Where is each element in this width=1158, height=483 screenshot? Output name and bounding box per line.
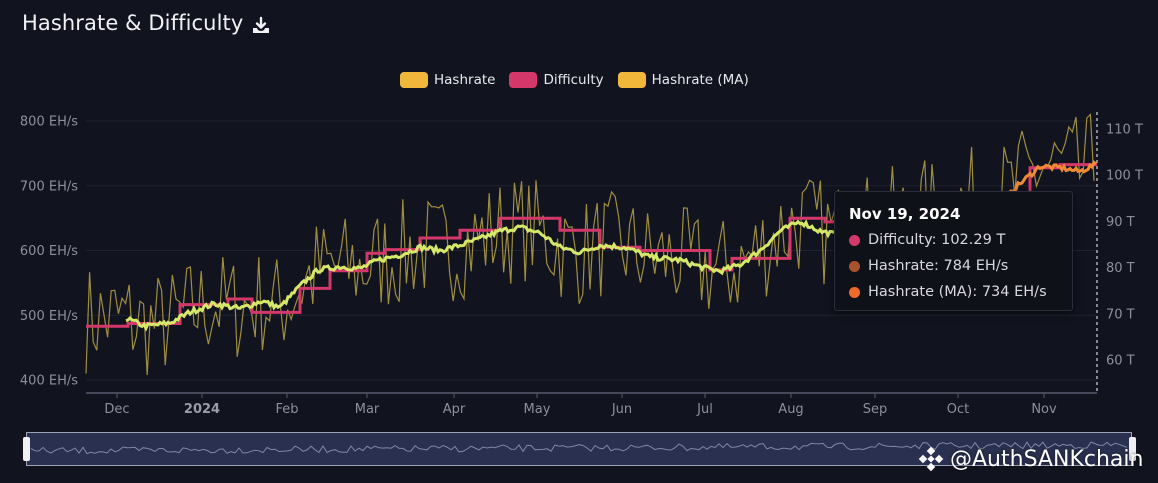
watermark-text: @AuthSANKchain xyxy=(950,446,1144,472)
hashrate-line xyxy=(85,113,1095,376)
hashrate-ma-dot-icon xyxy=(849,286,860,298)
x-tick-label: Jun xyxy=(611,402,632,417)
legend-label: Hashrate xyxy=(434,72,496,88)
hashrate-ma-line xyxy=(125,219,835,332)
x-tick-label: Jul xyxy=(696,402,713,417)
y-right-tick-label: 80 T xyxy=(1106,261,1135,276)
y-right-tick-label: 100 T xyxy=(1106,169,1143,184)
tooltip-value: Hashrate (MA): 734 EH/s xyxy=(868,284,1047,300)
navigator-sparkline xyxy=(30,441,1128,455)
binance-logo-icon xyxy=(918,446,944,472)
y-left-tick-label: 500 EH/s xyxy=(20,309,78,324)
legend-swatch xyxy=(617,72,646,88)
x-tick-label: Dec xyxy=(104,402,129,417)
y-right-tick-label: 110 T xyxy=(1106,123,1143,138)
legend-item-hashrate[interactable]: Hashrate xyxy=(400,72,495,88)
tooltip-value: Difficulty: 102.29 T xyxy=(868,232,1006,248)
y-left-tick-label: 800 EH/s xyxy=(20,115,78,130)
difficulty-dot-icon xyxy=(849,234,860,246)
tooltip-row-hashrate-ma: Hashrate (MA): 734 EH/s xyxy=(849,284,1047,300)
navigator-left-handle[interactable] xyxy=(23,437,30,461)
y-right-tick-label: 60 T xyxy=(1106,354,1135,369)
y-left-tick-label: 400 EH/s xyxy=(20,374,78,389)
hashrate-ma-line-highlight xyxy=(1008,160,1097,196)
tooltip-row-hashrate: Hashrate: 784 EH/s xyxy=(849,258,1008,274)
tooltip-date: Nov 19, 2024 xyxy=(849,205,961,223)
y-left-tick-label: 700 EH/s xyxy=(20,179,78,194)
hashrate-dot-icon xyxy=(849,260,860,272)
legend-label: Hashrate (MA) xyxy=(651,72,749,88)
tooltip-row-difficulty: Difficulty: 102.29 T xyxy=(849,232,1005,248)
legend-label: Difficulty xyxy=(543,72,604,88)
x-tick-label: Feb xyxy=(275,402,298,417)
navigator-right-handle[interactable] xyxy=(1129,437,1136,461)
x-tick-label: May xyxy=(524,402,551,417)
chart-tooltip: Nov 19, 2024 Difficulty: 102.29 T Hashra… xyxy=(834,191,1073,311)
legend-swatch xyxy=(400,72,428,88)
x-tick-label: Apr xyxy=(443,402,466,417)
x-tick-label: Nov xyxy=(1031,402,1057,417)
y-right-tick-label: 70 T xyxy=(1106,307,1135,322)
y-right-tick-label: 90 T xyxy=(1106,215,1135,230)
chart-title: Hashrate & Difficulty xyxy=(22,11,244,35)
tooltip-value: Hashrate: 784 EH/s xyxy=(868,258,1009,274)
x-tick-label: Oct xyxy=(947,402,969,417)
chart-legend: Hashrate Difficulty Hashrate (MA) xyxy=(400,72,749,88)
watermark: @AuthSANKchain xyxy=(918,446,1143,472)
x-tick-label: Aug xyxy=(778,402,803,417)
x-tick-label: 2024 xyxy=(184,402,220,417)
y-left-tick-label: 600 EH/s xyxy=(20,244,78,259)
range-navigator[interactable] xyxy=(26,432,1132,466)
legend-item-difficulty[interactable]: Difficulty xyxy=(509,72,604,88)
download-icon[interactable] xyxy=(250,15,272,37)
x-tick-label: Sep xyxy=(863,402,888,417)
legend-item-hashrate-ma[interactable]: Hashrate (MA) xyxy=(617,72,749,88)
x-tick-label: Mar xyxy=(355,402,380,417)
legend-swatch xyxy=(509,72,538,88)
